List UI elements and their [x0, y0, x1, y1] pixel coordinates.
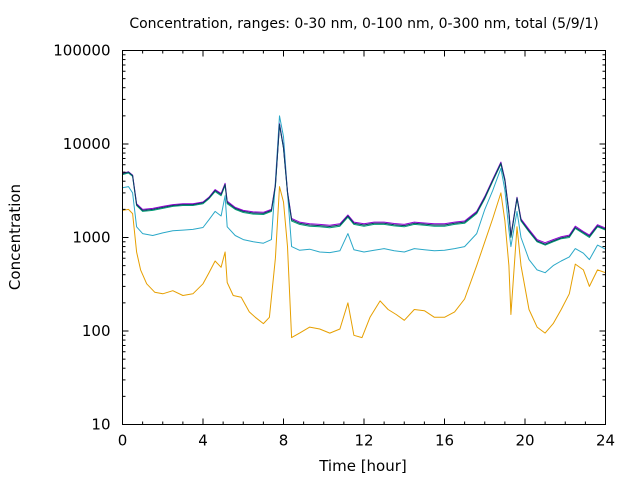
series-layer — [122, 115, 606, 339]
y-tick-label: 100 — [82, 322, 111, 340]
x-tick-label: 16 — [435, 432, 454, 450]
series-line-2 — [122, 115, 606, 274]
series-line-4 — [122, 123, 606, 244]
x-tick-label: 20 — [515, 432, 534, 450]
chart-title: Concentration, ranges: 0-30 nm, 0-100 nm… — [129, 16, 598, 32]
y-tick-label: 10000 — [63, 135, 111, 153]
series-line-5 — [122, 123, 606, 245]
x-axis-label: Time [hour] — [318, 457, 407, 475]
series-line-1 — [122, 186, 606, 339]
y-tick-label: 1000 — [72, 229, 110, 247]
x-tick-label: 24 — [596, 432, 615, 450]
x-tick-label: 12 — [354, 432, 373, 450]
x-axis: 0 4 8 12 16 20 24 — [118, 50, 615, 450]
x-tick-label: 8 — [279, 432, 289, 450]
series-line-3 — [122, 124, 606, 246]
y-axis: 10 100 1000 10000 100000 — [53, 42, 606, 434]
x-tick-label: 0 — [118, 432, 128, 450]
y-axis-label: Concentration — [6, 184, 24, 290]
y-tick-label: 10 — [91, 416, 110, 434]
x-tick-label: 4 — [198, 432, 208, 450]
y-tick-label: 100000 — [53, 42, 110, 60]
